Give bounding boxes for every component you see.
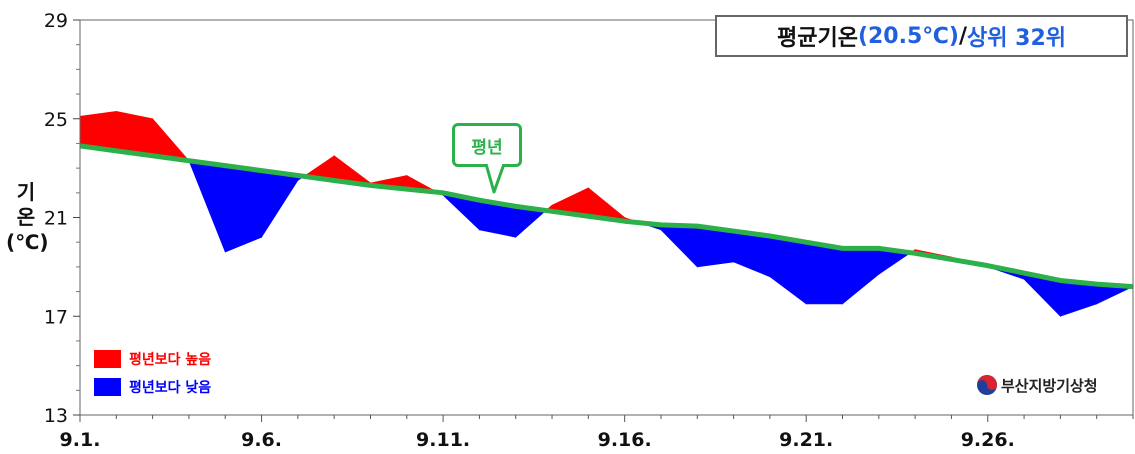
title-separator: / (958, 23, 968, 49)
plot-area (79, 110, 1135, 317)
legend-item-above: 평년보다 높음 (94, 345, 211, 373)
y-axis-label-line1: 기 (16, 180, 36, 204)
y-tick-label: 21 (44, 208, 68, 230)
title-rank: 상위 32위 (967, 26, 1067, 51)
y-tick-label: 13 (44, 405, 68, 427)
x-tick-label: 9.6. (241, 429, 282, 451)
legend-label-below: 평년보다 낮음 (129, 380, 212, 396)
y-axis-label-unit: (℃) (6, 230, 49, 254)
chart-title-box: 평균기온 (20.5℃) / 상위 32위 (715, 15, 1128, 57)
y-axis-label-line2: 온 (16, 205, 36, 229)
area-below-normal (224, 165, 262, 253)
title-label: 평균기온 (776, 26, 858, 51)
agency-logo: 부산지방기상청 (976, 374, 1098, 396)
legend-swatch-blue (94, 378, 121, 396)
x-tick-label: 9.26. (961, 429, 1015, 451)
x-tick-label: 9.21. (779, 429, 833, 451)
area-below-normal (660, 224, 698, 268)
y-axis-label: 기 온 (℃) (6, 180, 49, 255)
y-tick-label: 17 (44, 306, 68, 328)
area-below-normal (842, 248, 880, 305)
normal-callout: 평년 (452, 123, 522, 167)
area-below-normal (188, 160, 226, 253)
agency-name: 부산지방기상청 (1001, 376, 1098, 395)
taegeuk-icon (977, 375, 997, 395)
legend-item-below: 평년보다 낮음 (94, 373, 211, 401)
legend-label-above: 평년보다 높음 (129, 352, 212, 368)
y-tick-label: 25 (44, 109, 68, 131)
area-below-normal (261, 170, 299, 239)
series-line-normal (79, 143, 1134, 290)
area-below-normal (805, 241, 843, 305)
title-average-value: (20.5℃) (857, 23, 959, 49)
normal-callout-label: 평년 (471, 137, 503, 158)
x-tick-label: 9.16. (598, 429, 652, 451)
legend-swatch-red (94, 350, 121, 368)
area-below-normal (769, 235, 807, 305)
x-tick-label: 9.1. (60, 429, 101, 451)
legend: 평년보다 높음 평년보다 낮음 (94, 345, 211, 401)
callout-pointer (484, 164, 506, 194)
x-tick-label: 9.11. (416, 429, 470, 451)
area-below-normal (733, 230, 771, 278)
y-tick-label: 29 (44, 10, 68, 32)
